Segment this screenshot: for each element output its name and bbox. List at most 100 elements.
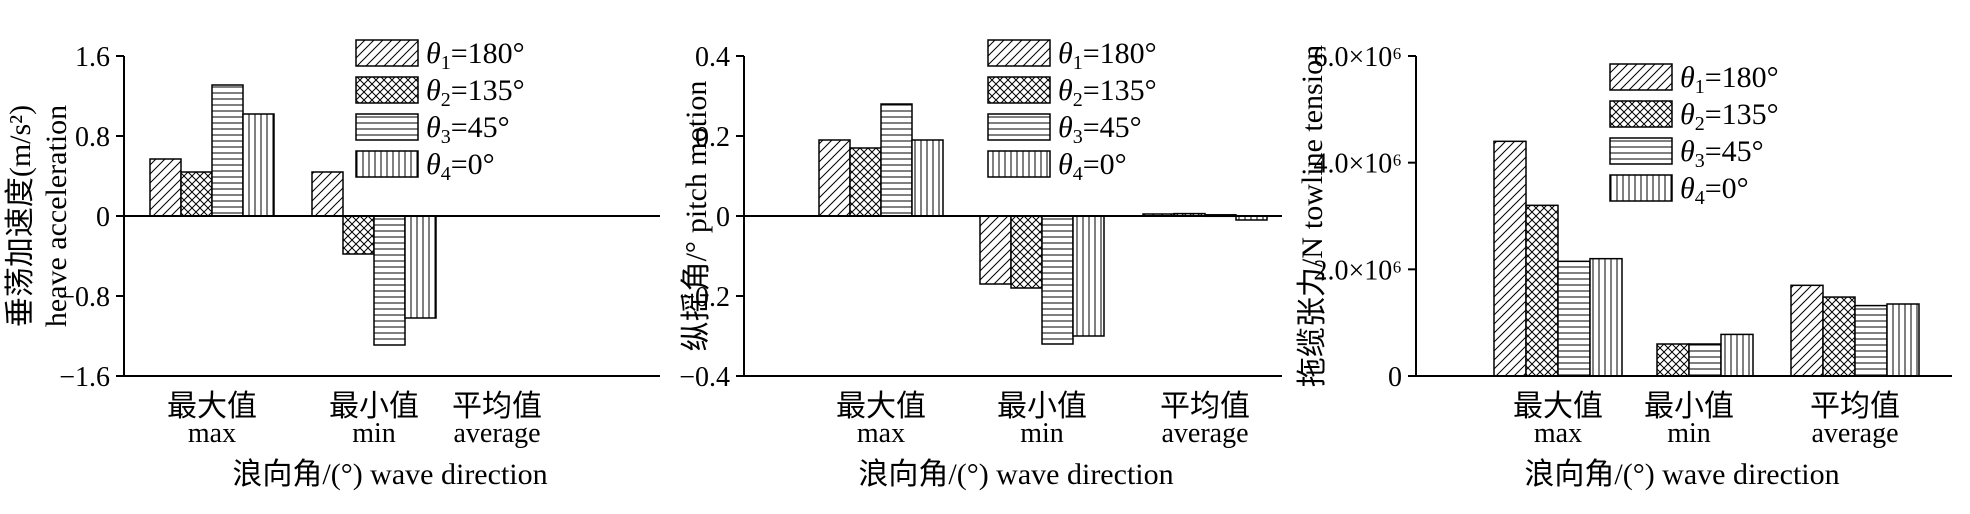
y-tick-label: 0.4	[695, 42, 730, 73]
bar	[242, 113, 275, 217]
bar	[1493, 140, 1527, 377]
legend-value: =135°	[1083, 74, 1157, 107]
legend-symbol: θ	[1680, 98, 1695, 131]
category-label: 平均值	[452, 390, 542, 423]
legend-value: =180°	[451, 37, 525, 70]
legend-swatch	[1609, 137, 1673, 165]
legend-swatch	[355, 150, 419, 178]
legend-swatch	[355, 39, 419, 67]
y-tick-label: 0.8	[75, 122, 110, 153]
legend-label: θ2=135°	[426, 74, 525, 111]
legend-label: θ1=180°	[1680, 61, 1779, 98]
bar	[911, 139, 944, 217]
legend-label: θ2=135°	[1058, 74, 1157, 111]
x-axis-label: 浪向角/(°) wave direction	[858, 458, 1173, 491]
bar	[1688, 343, 1722, 377]
legend-swatch	[1609, 63, 1673, 91]
category-label-en: max	[188, 418, 236, 449]
y-axis-label-cn: 纵摇角/°	[680, 241, 713, 351]
legend-swatch	[987, 39, 1051, 67]
legend-label: θ4=0°	[1680, 172, 1749, 209]
y-axis-label: 拖缆张力/N towline tension	[1296, 45, 1329, 387]
legend-value: =135°	[1705, 98, 1779, 131]
legend-symbol: θ	[426, 111, 441, 144]
legend-swatch	[1609, 174, 1673, 202]
legend-label: θ1=180°	[426, 37, 525, 74]
legend-label: θ3=45°	[1058, 111, 1142, 148]
bar	[342, 215, 375, 255]
legend-value: =0°	[451, 148, 495, 181]
bar	[1720, 333, 1754, 377]
y-tick-label: 0	[1388, 362, 1402, 393]
legend-subscript: 4	[1073, 163, 1083, 185]
y-axis-label-en: pitch motion	[680, 81, 713, 234]
legend-symbol: θ	[1058, 111, 1073, 144]
category-label-en: average	[1811, 418, 1898, 449]
bar	[1041, 215, 1074, 345]
bar	[979, 215, 1012, 285]
legend-symbol: θ	[1680, 61, 1695, 94]
legend-subscript: 2	[441, 89, 451, 111]
bar	[311, 171, 344, 217]
bar	[1010, 215, 1043, 289]
legend-swatch	[987, 76, 1051, 104]
legend-label: θ1=180°	[1058, 37, 1157, 74]
legend-label: θ3=45°	[426, 111, 510, 148]
category-label-en: max	[1534, 418, 1582, 449]
bar	[1886, 303, 1920, 377]
legend-subscript: 1	[1073, 52, 1083, 74]
legend-swatch	[355, 76, 419, 104]
y-tick-label: 0	[96, 202, 110, 233]
category-label: 最小值	[997, 390, 1087, 423]
bar	[1822, 296, 1856, 377]
category-label-en: average	[1161, 418, 1248, 449]
legend-subscript: 2	[1695, 113, 1705, 135]
category-label-en: min	[1667, 418, 1711, 449]
legend-symbol: θ	[426, 37, 441, 70]
legend-subscript: 2	[1073, 89, 1083, 111]
category-label-en: average	[453, 418, 540, 449]
legend-subscript: 4	[441, 163, 451, 185]
bar	[1557, 260, 1591, 377]
legend-symbol: θ	[1680, 172, 1695, 205]
legend-label: θ3=45°	[1680, 135, 1764, 172]
legend-symbol: θ	[1058, 37, 1073, 70]
y-tick-label: −0.2	[679, 282, 730, 313]
legend-value: =135°	[451, 74, 525, 107]
legend-symbol: θ	[1058, 148, 1073, 181]
y-axis-label-en: towline tension	[1296, 45, 1329, 229]
bar	[180, 171, 213, 217]
y-tick-label: 6.0×10⁶	[1313, 42, 1402, 73]
legend-symbol: θ	[426, 148, 441, 181]
category-label: 最大值	[1513, 390, 1603, 423]
category-label: 最小值	[1644, 390, 1734, 423]
category-label: 平均值	[1810, 390, 1900, 423]
bar	[1589, 257, 1623, 377]
category-label: 最大值	[167, 390, 257, 423]
bar	[211, 84, 244, 217]
bar	[1525, 204, 1559, 377]
legend-swatch	[1609, 100, 1673, 128]
y-tick-label: 2.0×10⁶	[1313, 255, 1402, 286]
legend-label: θ2=135°	[1680, 98, 1779, 135]
legend-label: θ4=0°	[426, 148, 495, 185]
legend-value: =0°	[1083, 148, 1127, 181]
category-label: 平均值	[1160, 390, 1250, 423]
bar	[880, 103, 913, 217]
bar	[1656, 343, 1690, 377]
category-label-en: min	[352, 418, 396, 449]
bar	[1072, 215, 1105, 337]
x-axis-label: 浪向角/(°) wave direction	[232, 458, 547, 491]
bar	[849, 147, 882, 217]
legend-swatch	[987, 113, 1051, 141]
category-label-en: max	[857, 418, 905, 449]
y-tick-label: −0.4	[679, 362, 730, 393]
legend-symbol: θ	[1058, 74, 1073, 107]
legend-value: =45°	[1705, 135, 1764, 168]
legend-value: =45°	[1083, 111, 1142, 144]
y-axis-label: 纵摇角/° pitch motion	[680, 81, 713, 352]
